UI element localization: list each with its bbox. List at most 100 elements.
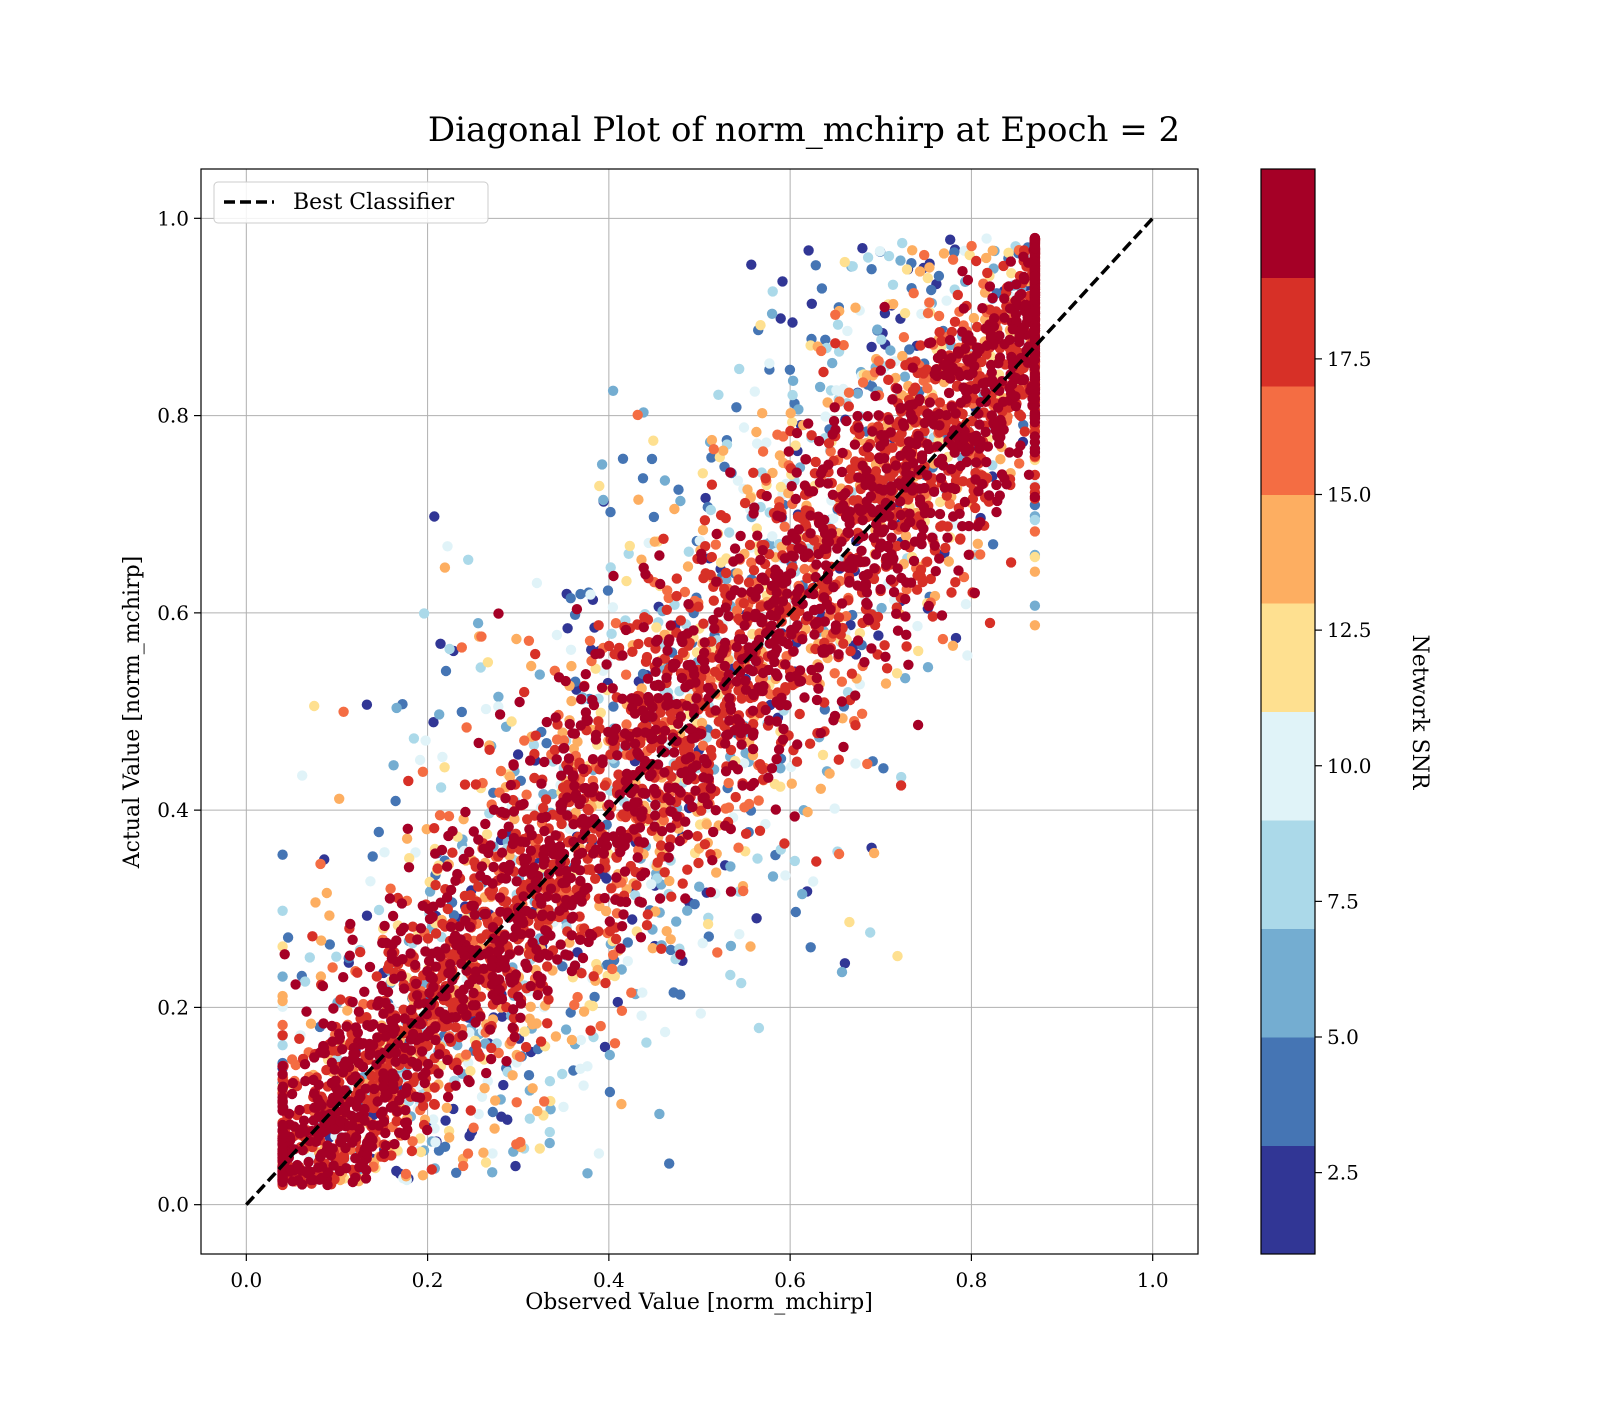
scatter-point bbox=[402, 1070, 412, 1080]
scatter-point bbox=[301, 1006, 311, 1016]
scatter-point bbox=[703, 683, 713, 693]
scatter-point bbox=[408, 1029, 418, 1039]
scatter-point bbox=[871, 549, 881, 559]
scatter-point bbox=[812, 695, 822, 705]
scatter-point bbox=[618, 909, 628, 919]
scatter-point bbox=[512, 1097, 522, 1107]
scatter-point bbox=[774, 605, 784, 615]
scatter-point bbox=[818, 367, 828, 377]
scatter-point bbox=[815, 382, 825, 392]
scatter-point bbox=[913, 646, 923, 656]
scatter-point bbox=[373, 1096, 383, 1106]
scatter-point bbox=[676, 768, 686, 778]
scatter-point bbox=[288, 1078, 298, 1088]
scatter-point bbox=[608, 386, 618, 396]
scatter-point bbox=[277, 1020, 287, 1030]
scatter-point bbox=[486, 1054, 496, 1064]
scatter-point bbox=[962, 650, 972, 660]
scatter-point bbox=[355, 947, 365, 957]
scatter-point bbox=[716, 510, 726, 520]
scatter-point bbox=[483, 657, 493, 667]
scatter-point bbox=[803, 548, 813, 558]
scatter-point bbox=[724, 778, 734, 788]
scatter-point bbox=[497, 1012, 507, 1022]
scatter-point bbox=[758, 446, 768, 456]
scatter-point bbox=[709, 596, 719, 606]
scatter-point bbox=[498, 1080, 508, 1090]
scatter-point bbox=[738, 886, 748, 896]
scatter-point bbox=[830, 402, 840, 412]
scatter-point bbox=[662, 926, 672, 936]
scatter-point bbox=[682, 865, 692, 875]
scatter-point bbox=[403, 824, 413, 834]
scatter-point bbox=[913, 720, 923, 730]
scatter-point bbox=[515, 1137, 525, 1147]
scatter-point bbox=[988, 246, 998, 256]
scatter-point bbox=[378, 1082, 388, 1092]
scatter-point bbox=[287, 1089, 297, 1099]
scatter-point bbox=[539, 1096, 549, 1106]
scatter-point bbox=[767, 763, 777, 773]
scatter-point bbox=[732, 642, 742, 652]
scatter-point bbox=[588, 848, 598, 858]
scatter-point bbox=[290, 979, 300, 989]
scatter-point bbox=[983, 441, 993, 451]
scatter-point bbox=[444, 1132, 454, 1142]
scatter-point bbox=[760, 473, 770, 483]
scatter-point bbox=[703, 919, 713, 929]
scatter-point bbox=[589, 971, 599, 981]
scatter-point bbox=[418, 1170, 428, 1180]
scatter-point bbox=[378, 1009, 388, 1019]
scatter-point bbox=[530, 649, 540, 659]
scatter-point bbox=[309, 701, 319, 711]
scatter-point bbox=[432, 863, 442, 873]
scatter-point bbox=[879, 640, 889, 650]
scatter-point bbox=[1015, 440, 1025, 450]
scatter-point bbox=[904, 517, 914, 527]
scatter-point bbox=[542, 717, 552, 727]
scatter-point bbox=[627, 914, 637, 924]
scatter-point bbox=[615, 897, 625, 907]
scatter-point bbox=[487, 1167, 497, 1177]
scatter-point bbox=[496, 766, 506, 776]
scatter-point bbox=[579, 682, 589, 692]
scatter-point bbox=[558, 782, 568, 792]
scatter-point bbox=[541, 738, 551, 748]
scatter-point bbox=[506, 716, 516, 726]
scatter-point bbox=[867, 426, 877, 436]
scatter-point bbox=[526, 661, 536, 671]
scatter-point bbox=[757, 408, 767, 418]
scatter-point bbox=[853, 635, 863, 645]
scatter-point bbox=[954, 348, 964, 358]
scatter-point bbox=[519, 735, 529, 745]
scatter-point bbox=[866, 264, 876, 274]
scatter-point bbox=[423, 933, 433, 943]
scatter-point bbox=[736, 739, 746, 749]
scatter-point bbox=[869, 848, 879, 858]
scatter-point bbox=[437, 845, 447, 855]
scatter-point bbox=[711, 867, 721, 877]
scatter-point bbox=[588, 754, 598, 764]
scatter-point bbox=[830, 803, 840, 813]
scatter-point bbox=[629, 824, 639, 834]
scatter-point bbox=[377, 938, 387, 948]
scatter-point bbox=[834, 755, 844, 765]
scatter-point bbox=[407, 1146, 417, 1156]
scatter-point bbox=[404, 853, 414, 863]
scatter-point bbox=[923, 308, 933, 318]
scatter-point bbox=[612, 750, 622, 760]
scatter-point bbox=[379, 847, 389, 857]
scatter-point bbox=[985, 618, 995, 628]
scatter-point bbox=[633, 495, 643, 505]
scatter-point bbox=[447, 826, 457, 836]
scatter-point bbox=[991, 507, 1001, 517]
scatter-point bbox=[1001, 479, 1011, 489]
scatter-point bbox=[379, 1149, 389, 1159]
scatter-point bbox=[728, 556, 738, 566]
scatter-point bbox=[552, 754, 562, 764]
scatter-point bbox=[941, 296, 951, 306]
scatter-point bbox=[787, 390, 797, 400]
scatter-point bbox=[511, 634, 521, 644]
scatter-point bbox=[797, 634, 807, 644]
